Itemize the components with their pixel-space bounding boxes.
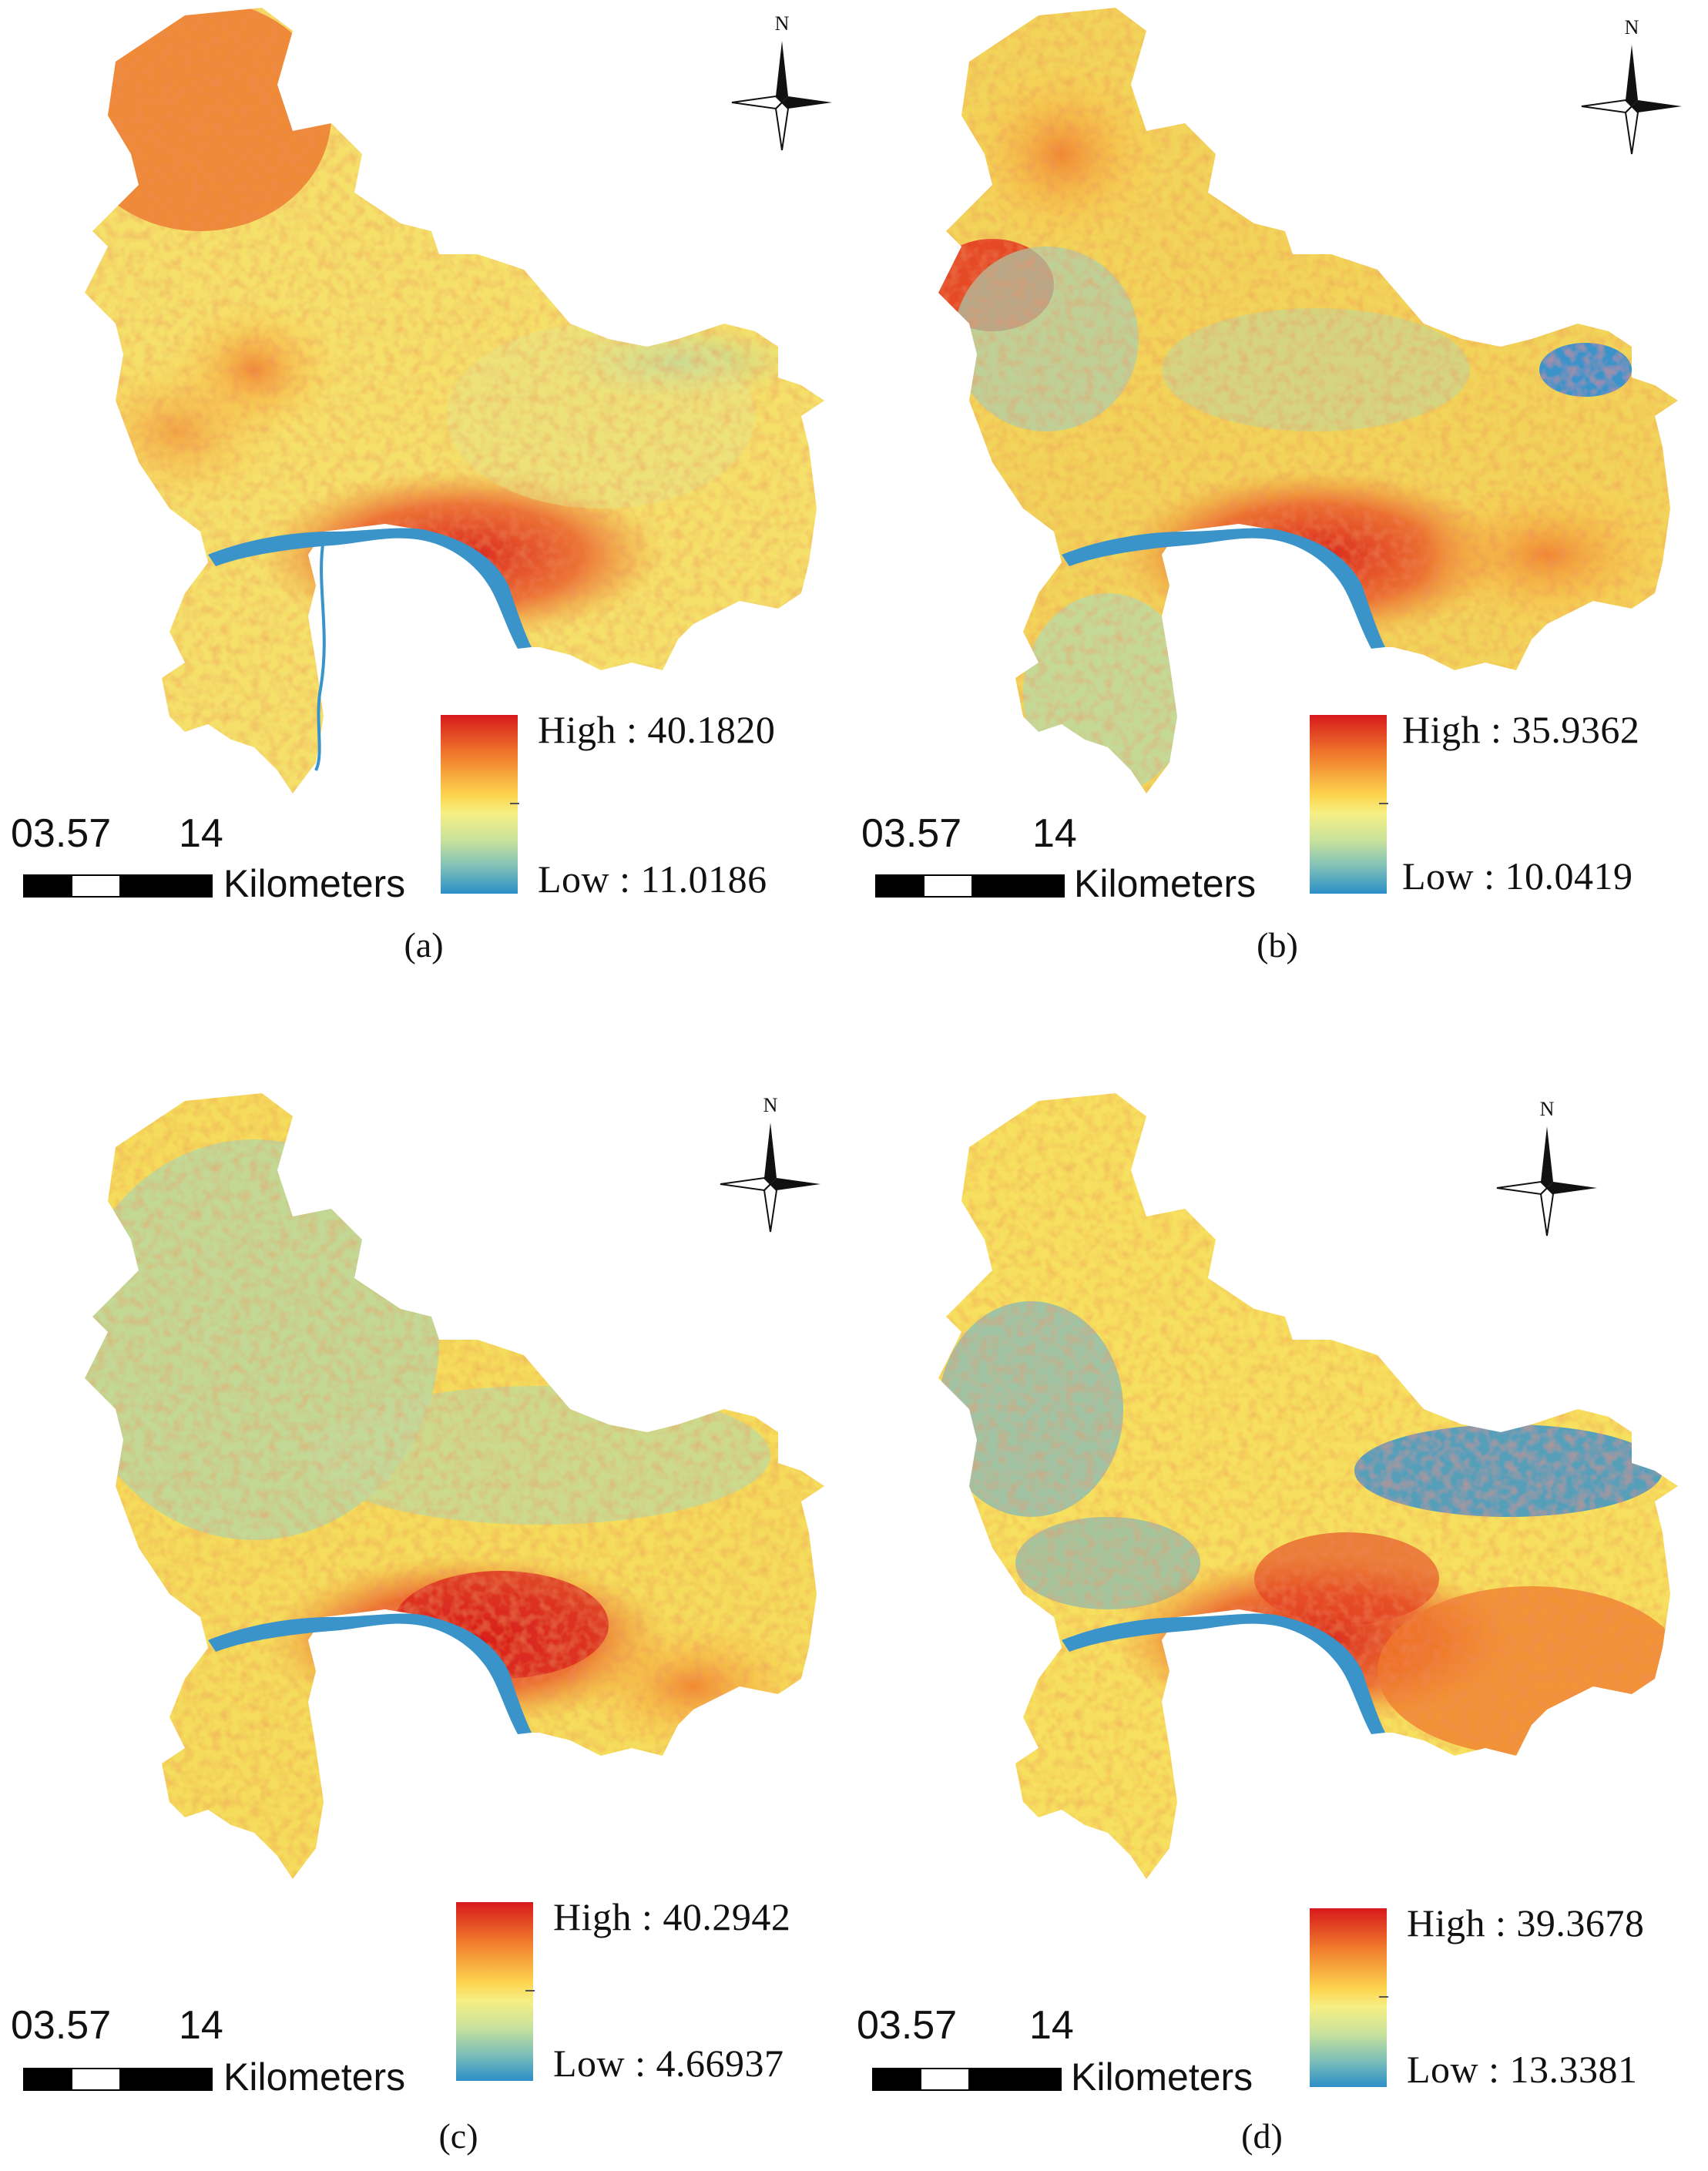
panel-caption: (a) <box>404 925 444 965</box>
scale-bar <box>875 874 1065 898</box>
scale-unit-label: Kilometers <box>1074 862 1257 905</box>
scale-bar <box>23 2068 213 2091</box>
legend-low-label: Low : 10.0419 <box>1402 854 1633 898</box>
scale-number-end: 14 <box>1029 2003 1074 2048</box>
panel-caption: (b) <box>1257 925 1298 965</box>
map-panel-c: N High : 40.2942 Low : 4.66937 03.57 14 … <box>0 1086 854 2171</box>
north-arrow-icon: N <box>713 1093 828 1240</box>
north-label: N <box>763 1094 778 1116</box>
scale-bar <box>872 2068 1062 2091</box>
lst-map-d <box>938 1093 1678 1879</box>
scale-bar <box>23 874 213 898</box>
legend-high-label: High : 40.1820 <box>538 708 776 751</box>
lst-map-c <box>85 1093 824 1879</box>
scale-number-end: 14 <box>1032 811 1077 856</box>
legend-high-label: High : 40.2942 <box>553 1895 791 1938</box>
legend-low-label: Low : 4.66937 <box>553 2042 784 2085</box>
scale-unit-label: Kilometers <box>223 862 406 905</box>
legend-high-label: High : 39.3678 <box>1407 1901 1645 1945</box>
north-label: N <box>775 12 790 35</box>
scale-unit-label: Kilometers <box>1071 2055 1253 2099</box>
legend-low-label: Low : 13.3381 <box>1407 2048 1638 2091</box>
legend-ramp <box>1310 1908 1387 2087</box>
scale-number-start: 03.57 <box>857 2003 958 2048</box>
scale-number-start: 03.57 <box>11 811 112 856</box>
scale-number-end: 14 <box>179 811 223 856</box>
scale-number-end: 14 <box>179 2003 223 2048</box>
legend-low-label: Low : 11.0186 <box>538 857 767 901</box>
scale-unit-label: Kilometers <box>223 2055 406 2099</box>
lst-map-b <box>938 8 1678 794</box>
north-arrow-icon: N <box>1574 15 1690 162</box>
legend-ramp <box>1310 715 1387 894</box>
north-label: N <box>1540 1098 1555 1120</box>
map-panel-a: N High : 40.1820 Low : 11.0186 03.57 14 … <box>0 0 854 1086</box>
legend-high-label: High : 35.9362 <box>1402 708 1640 751</box>
panel-caption: (d) <box>1241 2116 1283 2156</box>
legend-ramp <box>441 715 518 894</box>
map-panel-d: N High : 39.3678 Low : 13.3381 03.57 14 … <box>854 1086 1707 2171</box>
north-label: N <box>1625 16 1639 39</box>
scale-number-start: 03.57 <box>11 2003 112 2048</box>
north-arrow-icon: N <box>1489 1097 1605 1243</box>
legend-ramp <box>456 1902 533 2081</box>
north-arrow-icon: N <box>724 12 840 158</box>
map-panel-b: N High : 35.9362 Low : 10.0419 03.57 14 … <box>854 0 1707 1086</box>
scale-number-start: 03.57 <box>861 811 962 856</box>
lst-map-a <box>85 8 824 794</box>
panel-caption: (c) <box>438 2116 478 2156</box>
